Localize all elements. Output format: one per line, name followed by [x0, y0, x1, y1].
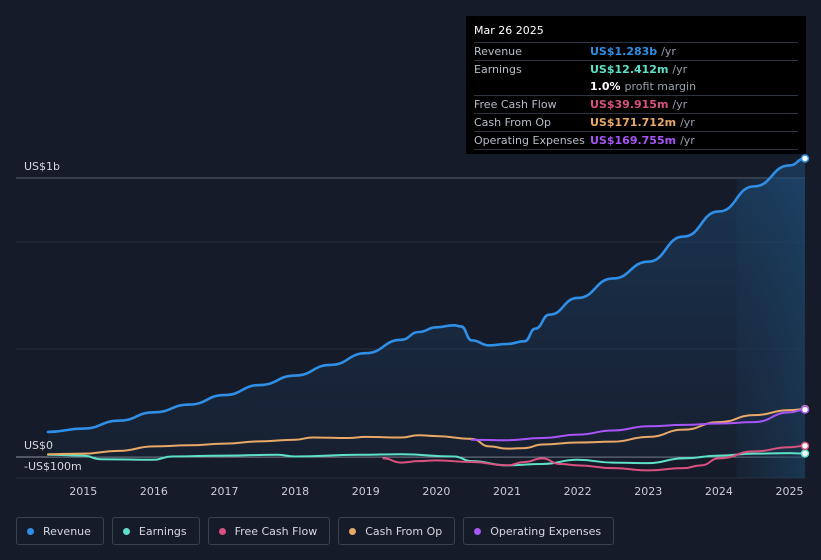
x-tick-label: 2019: [352, 485, 380, 498]
cash-from-op-line: [47, 408, 806, 456]
operating-expenses-endpoint: [800, 405, 810, 414]
free-cash-flow-line: [382, 444, 806, 472]
tooltip-unit: /yr: [680, 116, 695, 129]
tooltip-label: Free Cash Flow: [474, 98, 557, 111]
tooltip-unit: /yr: [672, 98, 688, 111]
x-tick-label: 2021: [493, 485, 521, 498]
legend-label: Operating Expenses: [490, 524, 602, 538]
legend-item-revenue[interactable]: Revenue: [16, 517, 104, 545]
y-axis-zero-label: US$0: [24, 439, 54, 452]
legend-item-free-cash-flow[interactable]: Free Cash Flow: [207, 517, 331, 545]
legend-dot-icon: [349, 527, 357, 535]
tooltip-row-earnings: Earnings US$12.412m /yr: [474, 61, 798, 78]
legend-label: Cash From Op: [365, 524, 443, 538]
tooltip-date: Mar 26 2025: [474, 22, 798, 43]
revenue-endpoint: [800, 154, 810, 163]
tooltip-unit: profit margin: [624, 80, 697, 93]
free-cash-flow-endpoint: [800, 441, 810, 451]
series-lines: [46, 157, 807, 472]
earnings-endpoint: [800, 449, 810, 458]
x-tick-label: 2018: [281, 485, 309, 498]
legend-dot-icon: [27, 527, 34, 535]
legend-dot-icon: [122, 527, 130, 535]
tooltip-value: 1.0%: [590, 80, 621, 93]
chart-legend: Revenue Earnings Free Cash Flow Cash Fro…: [16, 517, 615, 545]
revenue-line: [46, 157, 807, 434]
data-tooltip: Mar 26 2025 Revenue US$1.283b /yr Earnin…: [466, 16, 806, 154]
legend-item-operating-expenses[interactable]: Operating Expenses: [463, 517, 615, 545]
operating-expenses-line: [470, 408, 806, 442]
legend-dot-icon: [474, 527, 482, 535]
tooltip-row-revenue: Revenue US$1.283b /yr: [474, 43, 798, 61]
x-tick-label: 2020: [422, 485, 450, 498]
x-axis-ticks: 2015 2016 2017 2018 2019 2020 2021 2022 2023 2024…: [69, 485, 803, 498]
earnings-line: [47, 452, 806, 467]
series-endpoints: [800, 154, 810, 458]
series-areas: [48, 158, 805, 457]
tooltip-label: Revenue: [474, 45, 522, 58]
y-axis-top-label: US$1b: [24, 160, 61, 173]
x-tick-label: 2017: [211, 485, 239, 498]
tooltip-label: Earnings: [474, 63, 522, 76]
x-tick-label: 2016: [140, 485, 168, 498]
tooltip-row-cash-from-op: Cash From Op US$171.712m /yr: [474, 114, 798, 132]
tooltip-unit: /yr: [680, 134, 695, 147]
tooltip-label: Cash From Op: [474, 116, 552, 129]
tooltip-row-free-cash-flow: Free Cash Flow US$39.915m /yr: [474, 96, 798, 114]
tooltip-row-operating-expenses: Operating Expenses US$169.755m /yr: [474, 132, 798, 150]
tooltip-label: Operating Expenses: [474, 134, 585, 147]
tooltip-value: US$12.412m: [590, 63, 669, 76]
tooltip-unit: /yr: [661, 45, 676, 58]
tooltip-unit: /yr: [672, 63, 688, 76]
legend-label: Revenue: [43, 524, 91, 538]
x-tick-label: 2025: [775, 485, 803, 498]
legend-item-cash-from-op[interactable]: Cash From Op: [338, 517, 456, 545]
x-tick-label: 2023: [634, 485, 662, 498]
legend-label: Earnings: [138, 524, 187, 538]
y-axis-negative-label: -US$100m: [24, 460, 82, 473]
x-tick-label: 2024: [705, 485, 733, 498]
legend-label: Free Cash Flow: [234, 524, 318, 538]
legend-dot-icon: [218, 527, 226, 535]
tooltip-row-profit-margin: 1.0% profit margin: [474, 78, 798, 96]
revenue-area: [48, 158, 805, 457]
legend-item-earnings[interactable]: Earnings: [111, 517, 200, 545]
x-tick-label: 2015: [69, 485, 97, 498]
x-tick-label: 2022: [564, 485, 592, 498]
tooltip-value: US$171.712m: [590, 116, 677, 129]
tooltip-value: US$169.755m: [590, 134, 677, 147]
tooltip-value: US$39.915m: [590, 98, 669, 111]
tooltip-value: US$1.283b: [590, 45, 658, 58]
